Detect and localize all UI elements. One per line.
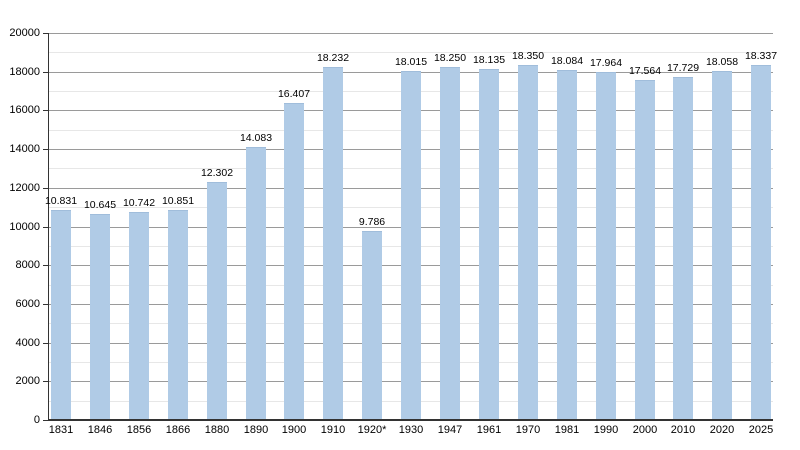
bar-1930: [401, 71, 421, 420]
x-axis-label: 2000: [632, 424, 658, 436]
bar-value-label: 18.058: [705, 56, 739, 68]
bar-value-label: 18.350: [511, 50, 545, 62]
bar-2000: [635, 80, 655, 420]
y-axis-label: 10000: [9, 221, 40, 233]
y-axis-label: 4000: [15, 337, 40, 349]
x-axis-label: 1947: [437, 424, 463, 436]
y-axis-tick: [43, 72, 48, 73]
bar-value-label: 17.729: [666, 62, 700, 74]
x-axis-label: 1930: [398, 424, 424, 436]
bar-value-label: 16.407: [277, 88, 311, 100]
gridline-major: [48, 33, 773, 34]
x-axis-label: 1970: [515, 424, 541, 436]
bar-1990: [596, 72, 616, 420]
x-axis-label: 1856: [126, 424, 152, 436]
y-axis-tick: [43, 227, 48, 228]
bar-2025: [751, 65, 771, 420]
y-axis-tick: [43, 265, 48, 266]
bar-1831: [51, 210, 71, 420]
y-axis-label: 20000: [9, 27, 40, 39]
bar-1846: [90, 214, 110, 420]
bar-1866: [168, 210, 188, 420]
y-axis-tick: [43, 381, 48, 382]
bar-value-label: 18.337: [744, 50, 778, 62]
x-axis-line: [48, 419, 773, 421]
x-axis-label: 1910: [320, 424, 346, 436]
y-axis-tick: [43, 420, 48, 421]
bar-value-label: 12.302: [200, 167, 234, 179]
bar-1981: [557, 70, 577, 420]
x-axis-label: 1900: [281, 424, 307, 436]
x-axis-label: 1846: [87, 424, 113, 436]
bar-value-label: 17.564: [628, 65, 662, 77]
bar-1961: [479, 69, 499, 420]
y-axis-label: 0: [33, 414, 40, 426]
bar-2010: [673, 77, 693, 420]
bar-1947: [440, 67, 460, 420]
bar-value-label: 10.645: [83, 199, 117, 211]
x-axis-label: 1981: [554, 424, 580, 436]
x-axis-label: 1831: [48, 424, 74, 436]
x-axis-label: 1866: [165, 424, 191, 436]
y-axis-label: 8000: [15, 259, 40, 271]
x-axis-label: 1920*: [357, 424, 387, 436]
bar-value-label: 18.232: [316, 52, 350, 64]
y-axis-label: 2000: [15, 375, 40, 387]
y-axis-label: 14000: [9, 143, 40, 155]
bar-2020: [712, 71, 732, 420]
bar-value-label: 9.786: [358, 216, 386, 228]
bar-value-label: 10.851: [161, 195, 195, 207]
x-axis-label: 2025: [748, 424, 774, 436]
x-axis-label: 1961: [476, 424, 502, 436]
y-axis-label: 18000: [9, 66, 40, 78]
y-axis-label: 12000: [9, 182, 40, 194]
x-axis-label: 1880: [204, 424, 230, 436]
bar-value-label: 18.015: [394, 56, 428, 68]
bar-value-label: 14.083: [239, 132, 273, 144]
y-axis-tick: [43, 343, 48, 344]
bar-1920: [362, 231, 382, 420]
y-axis-label: 16000: [9, 104, 40, 116]
gridline-minor: [48, 52, 773, 53]
bar-value-label: 10.742: [122, 197, 156, 209]
bar-1880: [207, 182, 227, 420]
bar-1890: [246, 147, 266, 420]
y-axis-tick: [43, 33, 48, 34]
x-axis-label: 1890: [243, 424, 269, 436]
y-axis-label: 6000: [15, 298, 40, 310]
y-axis-tick: [43, 149, 48, 150]
bar-value-label: 10.831: [44, 195, 78, 207]
y-axis-line: [48, 33, 49, 420]
y-axis-tick: [43, 188, 48, 189]
y-axis-tick: [43, 304, 48, 305]
y-axis-tick: [43, 110, 48, 111]
bar-value-label: 18.084: [550, 55, 584, 67]
bar-1970: [518, 65, 538, 420]
bar-value-label: 18.135: [472, 54, 506, 66]
bar-1900: [284, 103, 304, 420]
bar-1856: [129, 212, 149, 420]
x-axis-label: 2020: [709, 424, 735, 436]
bar-value-label: 18.250: [433, 52, 467, 64]
bar-1910: [323, 67, 343, 420]
x-axis-label: 1990: [593, 424, 619, 436]
x-axis-label: 2010: [670, 424, 696, 436]
bar-value-label: 17.964: [589, 57, 623, 69]
